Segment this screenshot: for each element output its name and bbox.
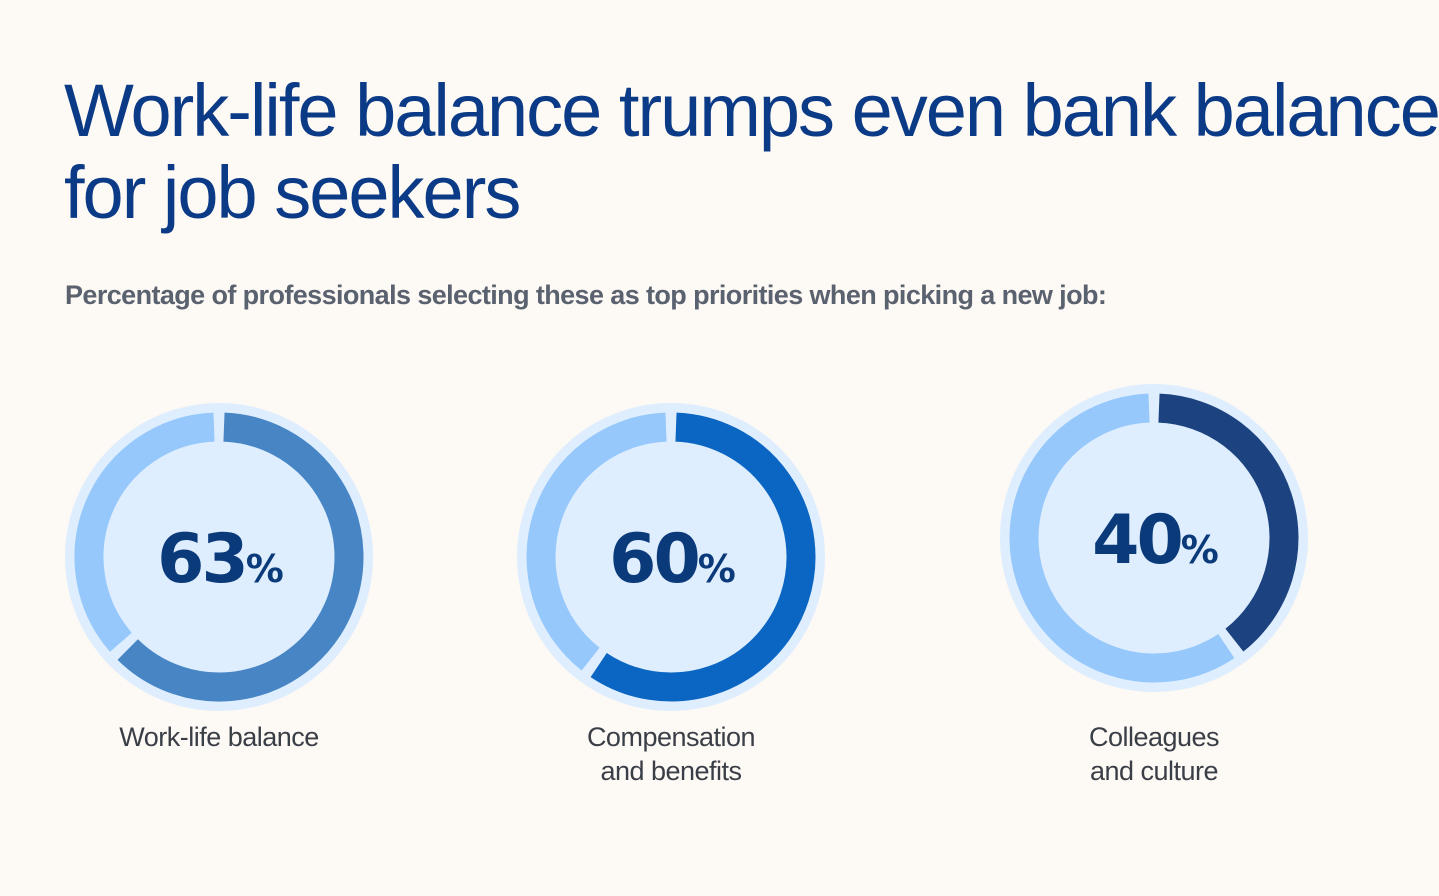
percent-sign: %	[698, 547, 735, 591]
donut-value-arc	[117, 412, 364, 702]
chart-subtitle: Percentage of professionals selecting th…	[65, 280, 1107, 310]
category-label-line: Work-life balance	[119, 722, 319, 752]
category-label-line: and benefits	[600, 756, 742, 786]
donut-remainder-arc	[1009, 393, 1235, 683]
donut-remainder-arc	[74, 412, 215, 652]
category-label: Colleagues and culture	[1004, 720, 1304, 788]
category-label-line: and culture	[1089, 756, 1219, 786]
donut-background	[1000, 384, 1308, 692]
donut-background	[65, 403, 373, 711]
percent-sign: %	[246, 547, 283, 591]
page-title: Work-life balance trumps even bank balan…	[64, 69, 1439, 234]
percent-sign: %	[1181, 528, 1218, 572]
category-label: Compensation and benefits	[521, 720, 821, 788]
donut-value-arc	[590, 412, 816, 702]
donut-background	[517, 403, 825, 711]
donut-value-arc	[1158, 393, 1299, 652]
category-label-line: Compensation	[586, 722, 756, 752]
category-label-line: Colleagues	[1088, 722, 1220, 752]
donut-remainder-arc	[526, 412, 667, 671]
donut-value-label: 40%	[1092, 501, 1218, 580]
category-label: Work-life balance	[69, 720, 369, 754]
